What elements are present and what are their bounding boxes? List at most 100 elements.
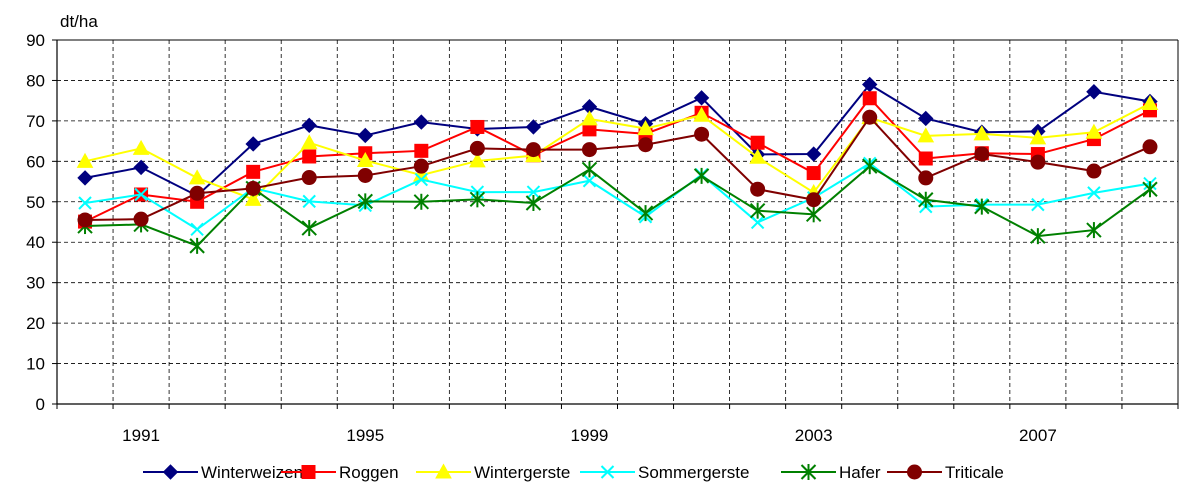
data-point (301, 220, 317, 237)
data-point (245, 180, 261, 196)
data-point (581, 142, 597, 158)
data-point (638, 137, 654, 153)
legend-item-roggen: Roggen (281, 463, 399, 482)
y-tick-label: 60 (26, 152, 45, 171)
legend-item-triticale: Triticale (887, 463, 1004, 482)
data-point (302, 149, 317, 164)
y-tick-label: 70 (26, 112, 45, 131)
data-point (526, 185, 541, 199)
data-point (974, 198, 990, 215)
y-ticks: 0 10 20 30 40 50 60 70 80 90 (26, 31, 57, 414)
data-point (974, 146, 990, 162)
legend-item-sommergerste: Sommergerste (580, 463, 749, 482)
legend-marker (600, 465, 615, 479)
legend-item-hafer: Hafer (781, 463, 881, 482)
data-point (805, 146, 822, 162)
x-tick-label: 1991 (122, 426, 160, 445)
x-tick-label: 1995 (346, 426, 384, 445)
series-line (84, 83, 1151, 197)
data-point (132, 139, 150, 155)
grid (57, 40, 1178, 404)
data-point (245, 136, 261, 152)
data-point (694, 126, 710, 142)
data-point (973, 125, 991, 141)
data-point (862, 91, 877, 106)
data-point (1030, 154, 1046, 170)
series-line (84, 164, 1151, 248)
legend-marker (800, 464, 817, 480)
data-point (188, 169, 206, 185)
data-point (749, 202, 766, 219)
x-tick-label: 2003 (795, 426, 833, 445)
data-point (412, 166, 430, 182)
y-tick-label: 0 (36, 395, 45, 414)
data-point (1031, 197, 1045, 212)
data-point (525, 119, 542, 135)
data-point (806, 192, 822, 208)
data-point (470, 119, 485, 134)
data-point (805, 206, 822, 223)
data-point (525, 194, 542, 211)
data-point (357, 127, 373, 144)
data-point (77, 170, 93, 186)
data-point (414, 172, 429, 187)
data-point (917, 127, 935, 143)
data-point (1142, 139, 1158, 155)
data-point (525, 142, 541, 158)
data-point (693, 167, 710, 184)
data-point (1086, 84, 1102, 100)
y-tick-label: 40 (26, 233, 45, 252)
legend-label: Roggen (339, 463, 399, 482)
legend-label: Triticale (945, 463, 1004, 482)
data-point (469, 140, 485, 156)
y-tick-label: 90 (26, 31, 45, 50)
data-point (301, 170, 317, 186)
data-point (918, 191, 934, 208)
data-point (300, 134, 318, 150)
data-point (918, 170, 934, 186)
data-point (750, 215, 765, 230)
y-tick-label: 80 (26, 71, 45, 90)
data-point (1030, 228, 1046, 245)
data-point (806, 166, 821, 181)
y-tick-label: 50 (26, 193, 45, 212)
series-line (84, 96, 1151, 223)
data-point (1142, 181, 1158, 198)
legend-item-winterweizen: Winterweizen (143, 463, 303, 482)
x-tick-label: 1999 (571, 426, 609, 445)
data-point (246, 164, 261, 179)
data-point (469, 152, 486, 168)
data-point (750, 135, 765, 150)
data-point (749, 148, 766, 164)
data-point (357, 167, 373, 183)
y-tick-label: 20 (26, 314, 45, 333)
data-point (78, 196, 92, 210)
data-point (302, 194, 316, 209)
legend-marker (301, 465, 316, 479)
data-point (76, 152, 94, 168)
data-point (356, 151, 374, 168)
data-point (637, 120, 654, 136)
data-point (637, 205, 654, 222)
legend-item-wintergerste: Wintergerste (416, 463, 570, 482)
x-tick-label: 2007 (1019, 426, 1057, 445)
data-point (133, 211, 149, 227)
data-point (357, 193, 373, 210)
data-point (918, 151, 933, 166)
data-point (1085, 123, 1103, 139)
data-point (582, 174, 597, 188)
data-point (1086, 222, 1102, 239)
legend-label: Hafer (839, 463, 881, 482)
y-tick-label: 30 (26, 274, 45, 293)
data-point (750, 181, 766, 197)
legend-marker (435, 463, 452, 479)
data-point (414, 143, 429, 158)
data-point (413, 114, 430, 130)
series (76, 76, 1159, 254)
data-point (469, 191, 486, 208)
data-point (413, 193, 430, 210)
data-point (413, 158, 429, 174)
data-point (693, 90, 710, 106)
